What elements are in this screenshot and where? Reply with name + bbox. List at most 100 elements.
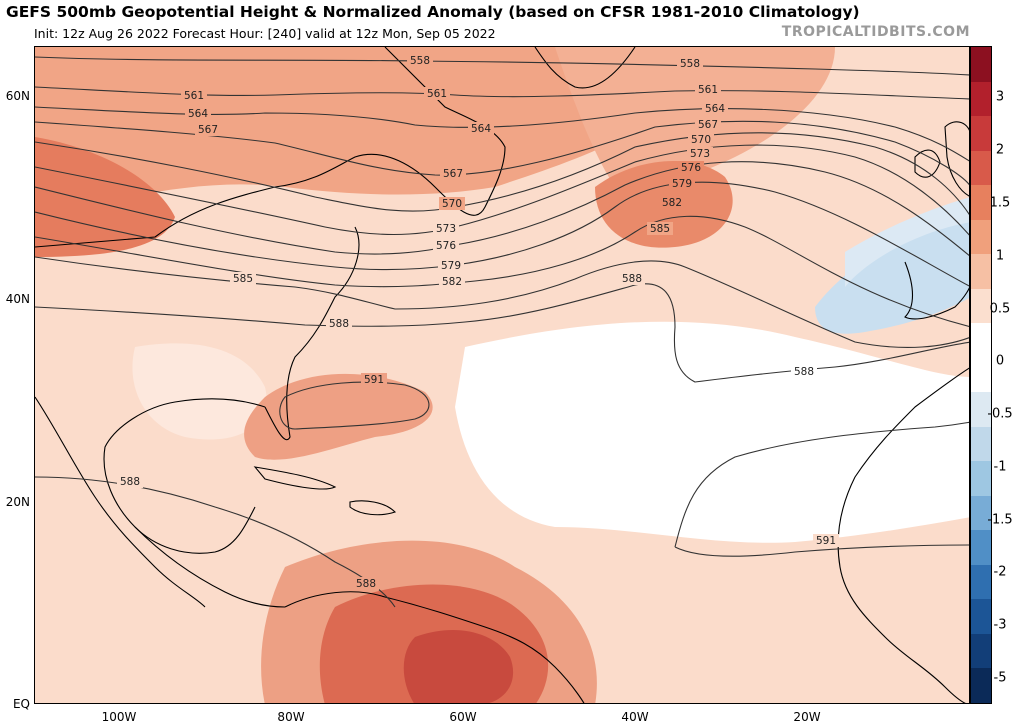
- colorbar-segment: [971, 530, 991, 565]
- colorbar-segment: [971, 116, 991, 151]
- colorbar-segment: [971, 495, 991, 531]
- contour-582: [35, 215, 969, 328]
- colorbar-label: -1: [993, 459, 1007, 475]
- contour-label-bg-564a: [185, 107, 211, 120]
- contour-564: [35, 106, 969, 162]
- greenland-coast: [534, 47, 636, 89]
- contour-label-bg-588b: [619, 272, 645, 285]
- contour-label-579a: 579: [441, 260, 461, 272]
- colorbar-segment: [971, 288, 991, 324]
- contour-570: [35, 132, 969, 216]
- contour-label-bg-570b: [688, 133, 714, 146]
- hispaniola-coast: [349, 500, 397, 516]
- contour-label-579b: 579: [672, 178, 692, 190]
- contour-label-bg-567c: [695, 118, 721, 131]
- contour-label-585b: 585: [650, 223, 670, 235]
- contour-label-582a: 582: [442, 276, 462, 288]
- lon-label: 100W: [101, 710, 137, 724]
- contour-573: [35, 144, 969, 236]
- colorbar-segment: [971, 81, 991, 117]
- lat-label: 40N: [5, 292, 30, 306]
- chart-title: GEFS 500mb Geopotential Height & Normali…: [6, 3, 860, 21]
- cuba-coast: [253, 466, 337, 490]
- contour-label-bg-579b: [669, 177, 695, 190]
- colorbar-segment: [971, 599, 991, 634]
- colorbar-label: 1.5: [989, 195, 1011, 211]
- contour-label-bg-576b: [678, 161, 704, 174]
- colorbar-segment: [971, 219, 991, 255]
- contour-label-576b: 576: [681, 162, 701, 174]
- colorbar-segment: [971, 392, 991, 427]
- colorbar-label: -5: [993, 670, 1007, 686]
- contour-label-570a: 570: [442, 198, 462, 210]
- contour-label-bg-588c: [791, 365, 817, 378]
- anomaly-southeast-us: [244, 373, 433, 460]
- contour-label-bg-588a: [326, 317, 352, 330]
- colorbar-label: -0.5: [987, 406, 1013, 422]
- contour-label-567c: 567: [698, 119, 718, 131]
- lon-label: 80W: [277, 710, 305, 724]
- colorbar-label: 3: [995, 89, 1005, 105]
- iberia-coast: [904, 261, 969, 320]
- contour-label-bg-561b: [424, 87, 450, 100]
- contour-label-bg-564b: [468, 122, 494, 135]
- contour-591-south: [674, 421, 969, 557]
- colorbar-segment: [971, 357, 991, 393]
- chart-subtitle: Init: 12z Aug 26 2022 Forecast Hour: [24…: [34, 26, 496, 41]
- colorbar-label: 2: [995, 142, 1005, 158]
- contour-label-591a: 591: [364, 374, 384, 386]
- colorbar-label: -3: [993, 617, 1007, 633]
- mexico-west-coast: [35, 396, 206, 608]
- contour-label-558b: 558: [680, 58, 700, 70]
- contour-label-564a: 564: [188, 108, 208, 120]
- lon-label: 60W: [449, 710, 477, 724]
- gulf-coast: [103, 398, 266, 554]
- contour-label-588b: 588: [622, 273, 642, 285]
- contour-label-567a: 567: [198, 124, 218, 136]
- contour-label-bg-573b: [687, 147, 713, 160]
- contour-label-bg-579a: [438, 259, 464, 272]
- colorbar-segment: [971, 47, 991, 82]
- colorbar-label: -2: [993, 564, 1007, 580]
- neutral-anomaly-area-west: [132, 343, 267, 440]
- negative-anomaly-iberia-outer: [845, 197, 969, 287]
- colorbar-label: 1: [995, 248, 1005, 264]
- colorbar-label: 0: [995, 353, 1005, 369]
- contour-label-561c: 561: [698, 84, 718, 96]
- contour-label-bg-585b: [647, 222, 673, 235]
- height-contours: [35, 56, 969, 608]
- colorbar-label: -1.5: [987, 512, 1013, 528]
- contour-label-564b: 564: [471, 123, 491, 135]
- contour-567: [35, 120, 969, 186]
- central-america-coast: [134, 526, 286, 608]
- contour-label-bg-564c: [702, 102, 728, 115]
- colorbar-segment: [971, 150, 991, 186]
- contour-585: [35, 256, 969, 348]
- very-strong-anomaly-core: [403, 630, 514, 703]
- colorbar-segment: [971, 564, 991, 600]
- contour-label-bg-585a: [230, 272, 256, 285]
- contour-label-588a: 588: [329, 318, 349, 330]
- contour-label-bg-582a: [439, 275, 465, 288]
- colorbar: [970, 46, 992, 704]
- contour-label-576a: 576: [436, 240, 456, 252]
- contour-label-bg-588d: [117, 475, 143, 488]
- contour-label-bg-573a: [433, 222, 459, 235]
- contour-label-bg-582b: [659, 196, 685, 209]
- contour-label-bg-558a: [407, 54, 433, 67]
- contour-label-558a: 558: [410, 55, 430, 67]
- map-panel: 558 558 561 561 561 564 564 564 567 567 …: [34, 46, 970, 704]
- africa-coast: [837, 367, 969, 703]
- lon-label: 20W: [793, 710, 821, 724]
- contour-label-588c: 588: [794, 366, 814, 378]
- contour-label-567b: 567: [443, 168, 463, 180]
- colorbar-segment: [971, 323, 991, 358]
- negative-anomaly-iberia: [815, 217, 969, 334]
- lat-label: 20N: [5, 495, 30, 509]
- contour-label-bg-561c: [695, 83, 721, 96]
- contour-labels: 558 558 561 561 561 564 564 564 567 567 …: [117, 54, 839, 590]
- colorbar-segment: [971, 185, 991, 220]
- map-canvas: 558 558 561 561 561 564 564 564 567 567 …: [35, 47, 969, 703]
- contour-label-573a: 573: [436, 223, 456, 235]
- south-america-coast: [284, 591, 585, 703]
